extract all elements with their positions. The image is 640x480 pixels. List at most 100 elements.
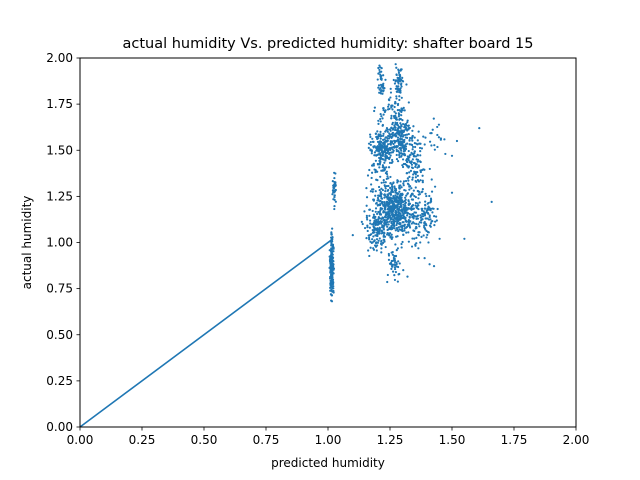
scatter-point	[382, 165, 385, 168]
scatter-point	[394, 140, 397, 143]
scatter-point	[330, 244, 333, 247]
scatter-point	[413, 237, 416, 240]
plot-frame	[79, 57, 577, 428]
scatter-point	[373, 109, 376, 113]
scatter-point	[382, 225, 385, 228]
scatter-point	[421, 190, 424, 193]
scatter-point	[384, 219, 388, 222]
scatter-point	[408, 188, 411, 191]
scatter-point	[421, 212, 424, 215]
scatter-point	[331, 227, 334, 230]
scatter-point	[407, 159, 410, 162]
scatter-point	[372, 188, 375, 191]
scatter-point	[395, 196, 398, 199]
scatter-point	[393, 224, 396, 228]
scatter-point	[400, 186, 403, 189]
scatter-point	[377, 84, 381, 87]
scatter-point	[427, 201, 430, 205]
scatter-point	[463, 237, 466, 240]
scatter-point	[369, 222, 372, 225]
y-tick-label: 1.25	[46, 189, 73, 203]
scatter-point	[419, 241, 422, 244]
scatter-point	[380, 181, 383, 184]
scatter-point	[378, 221, 381, 224]
scatter-point	[413, 211, 416, 214]
scatter-point	[372, 145, 375, 148]
scatter-point	[380, 251, 383, 254]
scatter-point	[394, 63, 397, 66]
scatter-point	[328, 249, 331, 252]
scatter-point	[330, 273, 333, 276]
scatter-point	[413, 150, 416, 153]
scatter-point	[402, 182, 405, 185]
scatter-point	[380, 78, 383, 81]
scatter-point	[369, 190, 372, 193]
scatter-point	[385, 136, 388, 139]
scatter-point	[374, 154, 378, 157]
scatter-point	[400, 96, 403, 99]
scatter-point	[369, 148, 372, 151]
scatter-point	[393, 196, 396, 199]
scatter-point	[387, 223, 390, 226]
scatter-point	[391, 213, 394, 216]
scatter-point	[373, 151, 377, 154]
scatter-point	[393, 266, 397, 269]
scatter-point	[403, 109, 406, 112]
scatter-point	[398, 272, 401, 276]
scatter-point	[403, 223, 406, 226]
scatter-point	[330, 283, 334, 286]
scatter-point	[417, 234, 421, 237]
scatter-point	[333, 176, 336, 180]
scatter-point	[411, 193, 414, 196]
scatter-point	[380, 195, 383, 198]
scatter-point	[392, 142, 395, 146]
scatter-point	[367, 142, 371, 145]
scatter-point	[386, 194, 390, 197]
scatter-point	[390, 104, 393, 107]
scatter-point	[433, 144, 436, 147]
scatter-point	[328, 255, 331, 258]
scatter-point	[443, 138, 446, 141]
scatter-point	[432, 264, 436, 268]
scatter-point	[363, 226, 367, 230]
scatter-point	[391, 121, 394, 124]
scatter-point	[417, 180, 421, 183]
x-tick-label: 0.50	[191, 433, 218, 447]
scatter-point	[390, 161, 393, 164]
scatter-point	[395, 157, 399, 161]
y-tick-label: 1.50	[46, 143, 73, 157]
scatter-point	[399, 83, 403, 86]
scatter-point	[381, 200, 384, 204]
scatter-point	[416, 207, 419, 210]
scatter-point	[396, 128, 400, 131]
scatter-point	[379, 120, 382, 123]
plot-area	[79, 63, 493, 428]
scatter-point	[391, 108, 394, 111]
scatter-point	[383, 221, 386, 224]
scatter-point	[388, 234, 391, 237]
scatter-point	[332, 268, 335, 271]
scatter-point	[405, 211, 409, 214]
scatter-point	[377, 133, 380, 136]
scatter-point	[409, 153, 412, 156]
scatter-point	[377, 72, 380, 75]
scatter-point	[478, 127, 481, 130]
scatter-point	[401, 224, 404, 227]
scatter-point	[387, 134, 390, 138]
scatter-point	[396, 280, 399, 283]
scatter-point	[411, 148, 414, 151]
scatter-point	[404, 136, 407, 139]
scatter-point	[390, 228, 393, 231]
scatter-point	[390, 211, 393, 214]
scatter-point	[393, 145, 396, 148]
scatter-point	[402, 144, 406, 147]
scatter-point	[365, 214, 368, 217]
scatter-point	[374, 194, 377, 197]
scatter-point	[421, 209, 424, 212]
scatter-point	[389, 235, 392, 238]
scatter-point	[427, 231, 430, 234]
scatter-point	[377, 239, 380, 242]
scatter-point	[373, 215, 376, 218]
y-tick-label: 0.75	[46, 282, 73, 296]
